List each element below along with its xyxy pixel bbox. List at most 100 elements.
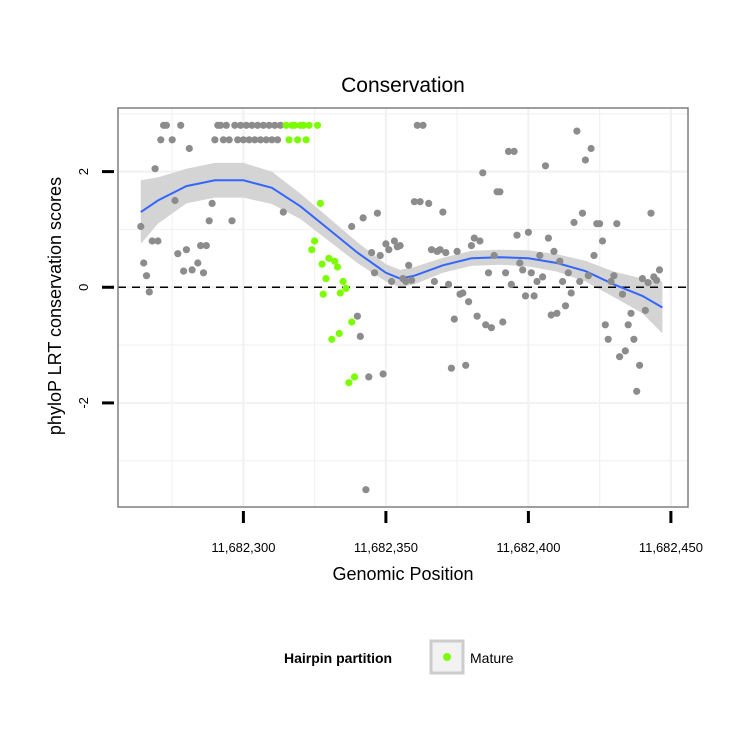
other-point-106 — [516, 259, 524, 267]
other-point-144 — [624, 321, 632, 329]
other-point-33 — [237, 121, 245, 129]
mature-point-7 — [302, 136, 310, 144]
other-point-152 — [647, 209, 655, 217]
other-point-16 — [185, 144, 193, 153]
mature-point-8 — [305, 121, 313, 129]
other-point-118 — [550, 247, 558, 255]
mature-point-19 — [333, 263, 342, 271]
other-point-44 — [268, 136, 276, 144]
other-point-9 — [162, 121, 170, 129]
mature-point-24 — [345, 379, 353, 387]
other-point-95 — [484, 269, 493, 277]
other-point-151 — [644, 279, 652, 287]
other-point-143 — [621, 347, 629, 355]
other-point-146 — [630, 335, 638, 343]
legend-title: Hairpin partition — [284, 650, 392, 666]
mature-point-10 — [311, 237, 319, 245]
other-point-128 — [578, 209, 587, 217]
other-point-12 — [174, 250, 182, 258]
other-point-82 — [447, 364, 455, 372]
other-point-81 — [445, 280, 453, 288]
other-point-24 — [211, 136, 219, 144]
data-points — [137, 121, 664, 494]
other-point-90 — [470, 234, 478, 242]
mature-point-23 — [342, 284, 350, 292]
other-point-45 — [271, 121, 279, 129]
other-point-145 — [627, 309, 635, 317]
other-point-78 — [436, 246, 444, 254]
other-point-42 — [262, 136, 270, 144]
other-point-116 — [544, 234, 553, 242]
other-point-110 — [527, 269, 535, 277]
other-point-129 — [581, 156, 590, 164]
mature-point-20 — [335, 329, 343, 338]
other-point-47 — [276, 121, 284, 129]
other-point-94 — [482, 321, 490, 329]
mature-point-13 — [318, 260, 326, 268]
mature-point-17 — [328, 335, 336, 343]
mature-point-9 — [308, 246, 316, 254]
plot-border — [117, 107, 689, 508]
other-point-43 — [265, 121, 273, 129]
other-point-114 — [539, 273, 547, 281]
confidence-band — [140, 162, 663, 334]
mature-point-3 — [291, 121, 299, 129]
other-point-10 — [168, 136, 176, 144]
other-point-96 — [487, 324, 495, 332]
y-tick-label-1: 0 — [76, 284, 91, 291]
other-point-104 — [510, 147, 518, 155]
other-point-55 — [368, 249, 376, 257]
other-point-93 — [479, 169, 487, 177]
other-point-63 — [390, 237, 398, 245]
other-point-5 — [151, 165, 159, 173]
other-point-97 — [490, 251, 498, 260]
other-point-3 — [145, 288, 153, 296]
grid-lines — [118, 108, 688, 507]
other-point-126 — [573, 127, 581, 135]
other-point-102 — [504, 147, 513, 155]
other-point-19 — [197, 242, 205, 250]
other-point-119 — [553, 309, 561, 317]
other-point-117 — [547, 311, 555, 319]
other-point-49 — [348, 222, 356, 231]
other-point-147 — [633, 387, 641, 395]
x-tick-label-0: 11,682,300 — [211, 540, 275, 555]
other-point-125 — [570, 218, 578, 227]
other-point-154 — [653, 276, 661, 284]
other-point-88 — [465, 298, 473, 306]
other-point-57 — [373, 209, 381, 217]
legend-label-mature: Mature — [470, 650, 514, 666]
other-point-74 — [425, 199, 433, 207]
other-point-142 — [618, 290, 627, 298]
other-point-23 — [208, 199, 216, 207]
other-point-29 — [225, 136, 233, 144]
x-tick-label-2: 11,682,400 — [496, 540, 560, 555]
other-point-115 — [541, 162, 550, 170]
other-point-50 — [353, 312, 361, 320]
other-point-111 — [530, 292, 538, 300]
other-point-130 — [584, 272, 592, 280]
other-point-28 — [222, 121, 230, 129]
other-point-103 — [507, 280, 515, 288]
other-point-140 — [613, 220, 621, 228]
mature-point-18 — [331, 257, 339, 265]
other-point-1 — [140, 259, 148, 267]
other-point-65 — [396, 242, 404, 250]
y-axis-title: phyloP LRT conservation scores — [45, 177, 65, 435]
other-point-6 — [154, 237, 162, 245]
other-point-121 — [559, 277, 567, 286]
other-point-27 — [219, 136, 227, 144]
other-point-113 — [536, 251, 544, 260]
other-point-39 — [254, 121, 262, 129]
other-point-83 — [450, 315, 458, 323]
mature-point-11 — [313, 121, 322, 129]
other-point-0 — [137, 222, 145, 231]
other-point-4 — [148, 237, 156, 245]
other-point-40 — [256, 136, 265, 144]
other-point-60 — [382, 240, 390, 248]
x-tick-label-1: 11,682,350 — [354, 540, 418, 555]
other-point-148 — [636, 361, 644, 369]
other-point-71 — [413, 121, 421, 129]
other-point-75 — [427, 246, 436, 254]
